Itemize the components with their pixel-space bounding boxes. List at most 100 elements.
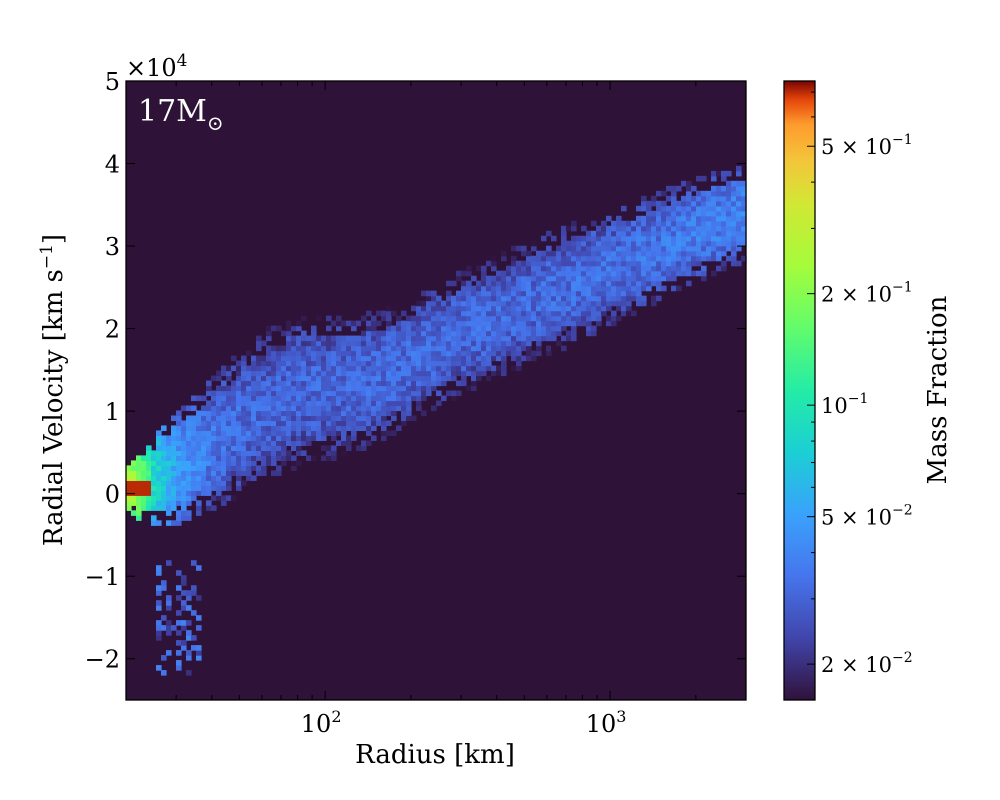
heatmap-cell [446,330,452,337]
heatmap-cell [646,220,652,227]
heatmap-cell [641,195,647,202]
heatmap-cell [146,490,152,496]
heatmap-cell [341,450,347,456]
heatmap-cell [646,230,652,237]
heatmap-cell [436,380,442,387]
heatmap-cell [686,200,692,207]
heatmap-cell [621,260,627,267]
heatmap-cell [321,405,327,412]
heatmap-cell [416,325,422,332]
heatmap-cell [396,340,402,347]
heatmap-cell [526,355,532,362]
heatmap-cell [361,445,367,451]
heatmap-cell [616,215,622,222]
heatmap-cell [481,320,487,327]
mass-annotation-subscript: ⊙ [207,111,224,135]
heatmap-cell [301,340,307,347]
heatmap-cell [131,460,137,466]
heatmap-cell [176,445,182,451]
heatmap-cell [226,475,232,481]
heatmap-cell [411,415,417,422]
heatmap-cell [401,380,407,387]
heatmap-cell [256,465,262,471]
heatmap-cell [296,325,302,332]
heatmap-cell [391,355,397,362]
heatmap-cell [231,405,237,412]
heatmap-cell [376,385,382,392]
heatmap-cell [636,240,642,247]
heatmap-cell [601,240,607,247]
heatmap-cell [206,500,212,506]
heatmap-cell [291,445,297,451]
heatmap-cell [176,650,182,656]
heatmap-cell [496,305,502,312]
heatmap-cell [346,425,352,432]
heatmap-cell [211,485,217,491]
heatmap-cell [486,360,492,367]
heatmap-cell [511,310,517,317]
heatmap-cell [326,430,332,437]
heatmap-cell [421,300,427,307]
heatmap-cell [726,240,732,247]
heatmap-cell [396,425,402,432]
heatmap-cell [691,205,697,212]
heatmap-cell [521,320,527,327]
heatmap-cell [171,440,177,447]
heatmap-cell [211,400,217,407]
heatmap-cell [326,445,332,451]
heatmap-cell [451,295,457,302]
y-tick-label: 0 [105,481,120,509]
heatmap-cell [666,250,672,257]
heatmap-cell [136,495,142,501]
heatmap-cell [326,450,332,456]
heatmap-cell [686,270,692,277]
heatmap-cell [526,305,532,312]
heatmap-cell [231,365,237,372]
heatmap-cell [676,220,682,227]
heatmap-cell [181,640,187,646]
heatmap-cell [201,440,207,447]
heatmap-cell [571,295,577,302]
heatmap-cell [636,215,642,222]
heatmap-cell [251,355,257,362]
heatmap-cell [241,450,247,456]
heatmap-cell [271,380,277,387]
heatmap-cell [276,425,282,432]
heatmap-cell [326,360,332,367]
heatmap-cell [566,335,572,342]
heatmap-cell [281,390,287,397]
heatmap-cell [181,460,187,466]
heatmap-cell [471,380,477,387]
heatmap-cell [686,210,692,217]
heatmap-cell [316,410,322,417]
heatmap-cell [426,345,432,352]
heatmap-cell [301,395,307,402]
heatmap-cell [566,280,572,287]
heatmap-cell [381,335,387,342]
heatmap-cell [556,300,562,307]
heatmap-cell [541,310,547,317]
heatmap-cell [461,310,467,317]
heatmap-cell [226,460,232,466]
heatmap-cell [186,670,192,676]
heatmap-cell [471,285,477,292]
heatmap-cell [391,330,397,337]
heatmap-cell [546,325,552,332]
heatmap-cell [311,325,317,332]
heatmap-cell [616,275,622,282]
heatmap-cell [441,340,447,347]
heatmap-cell [411,355,417,362]
heatmap-cell [421,365,427,372]
heatmap-cell [656,245,662,252]
heatmap-cell [696,205,702,212]
heatmap-cell [296,440,302,447]
heatmap-cell [596,280,602,287]
heatmap-cell [201,405,207,412]
heatmap-cell [686,180,692,187]
heatmap-cell [531,325,537,332]
heatmap-cell [296,425,302,432]
heatmap-cell [506,270,512,277]
heatmap-cell [496,370,502,377]
heatmap-cell [321,370,327,377]
heatmap-cell [701,265,707,272]
